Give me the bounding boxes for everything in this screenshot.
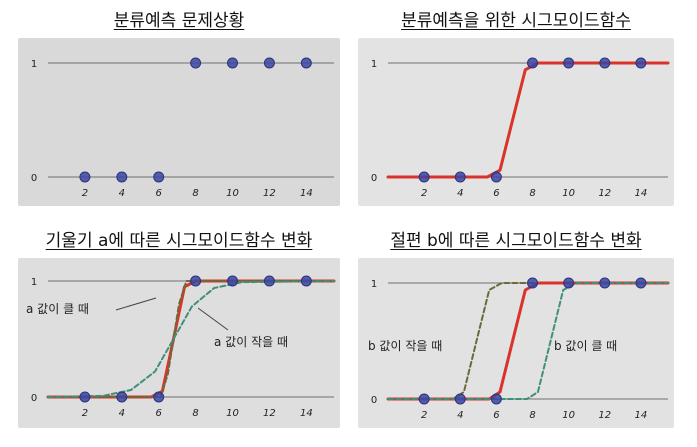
data-point — [153, 391, 165, 403]
annotation-leader — [115, 297, 157, 311]
panel2-title: 분류예측을 위한 시그모이드함수 — [401, 11, 631, 31]
data-point — [599, 277, 611, 289]
data-point — [79, 171, 91, 183]
data-point — [635, 277, 647, 289]
data-point — [263, 275, 275, 287]
data-point — [527, 277, 539, 289]
y-tick-label: 0 — [371, 395, 377, 406]
x-tick-label: 14 — [300, 188, 313, 199]
data-point — [227, 57, 239, 69]
data-point — [454, 393, 466, 405]
x-tick-label: 10 — [226, 408, 239, 419]
x-tick-label: 12 — [598, 188, 611, 199]
x-tick-label: 8 — [192, 408, 198, 419]
y-tick-label: 1 — [31, 59, 37, 70]
x-tick-label: 8 — [529, 410, 535, 421]
x-tick-label: 6 — [493, 188, 499, 199]
x-tick-label: 4 — [457, 188, 463, 199]
annotation-label: b 값이 클 때 — [554, 339, 617, 353]
data-point — [227, 275, 239, 287]
x-tick-label: 8 — [192, 188, 198, 199]
y-tick-label: 1 — [31, 277, 37, 288]
x-tick-label: 6 — [493, 410, 499, 421]
x-tick-label: 14 — [635, 410, 648, 421]
annotation-label: b 값이 작을 때 — [368, 339, 442, 353]
data-point — [300, 275, 312, 287]
panel1-title: 분류예측 문제상황 — [113, 11, 245, 31]
x-tick-label: 14 — [300, 408, 313, 419]
annotation-leader — [197, 307, 229, 331]
x-tick-label: 10 — [562, 188, 575, 199]
y-tick-label: 1 — [371, 59, 377, 70]
data-point — [490, 171, 502, 183]
chart-2-svg: 012 4 6 8 10 12 14 — [371, 57, 670, 199]
data-point — [599, 57, 611, 69]
series-line-2 — [47, 280, 335, 398]
series-line-1 — [47, 280, 335, 398]
data-point — [527, 57, 539, 69]
x-tick-label: 12 — [598, 410, 611, 421]
data-point — [190, 57, 202, 69]
x-tick-label: 4 — [457, 410, 463, 421]
annotation-label: a 값이 클 때 — [26, 302, 89, 316]
data-point — [563, 277, 575, 289]
panel1-plot: 0 1 2 4 6 8 10 12 14 — [18, 38, 340, 206]
data-point — [300, 57, 312, 69]
x-tick-label: 6 — [156, 188, 162, 199]
x-tick-label: 8 — [529, 188, 535, 199]
data-point — [563, 57, 575, 69]
x-tick-label: 12 — [263, 408, 276, 419]
data-point — [116, 171, 128, 183]
x-tick-label: 10 — [226, 188, 239, 199]
series-line-0 — [386, 61, 670, 179]
panel3-title: 기울기 a에 따른 시그모이드함수 변화 — [45, 231, 313, 251]
chart-1-svg: 012 4 6 8 10 12 14 — [31, 57, 334, 199]
data-point — [418, 393, 430, 405]
y-tick-label: 1 — [371, 279, 377, 290]
panel4-title: 절편 b에 따른 시그모이드함수 변화 — [390, 231, 642, 251]
x-tick-label: 2 — [82, 408, 88, 419]
x-tick-label: 2 — [421, 410, 427, 421]
x-tick-label: 6 — [156, 408, 162, 419]
y-tick-label: 0 — [31, 393, 37, 404]
x-tick-label: 2 — [421, 188, 427, 199]
data-point — [490, 393, 502, 405]
x-tick-label: 10 — [562, 410, 575, 421]
data-point — [418, 171, 430, 183]
series-line-0 — [46, 279, 336, 399]
data-point — [263, 57, 275, 69]
x-tick-label: 4 — [119, 188, 125, 199]
annotation-label: a 값이 작을 때 — [214, 335, 288, 349]
data-point — [153, 171, 165, 183]
panel2-plot: 0 1 2 4 6 8 10 12 14 — [358, 38, 674, 206]
data-point — [116, 391, 128, 403]
x-tick-label: 2 — [82, 188, 88, 199]
y-tick-label: 0 — [371, 173, 377, 184]
x-tick-label: 4 — [119, 408, 125, 419]
x-tick-label: 12 — [263, 188, 276, 199]
data-point — [79, 391, 91, 403]
series-line-2 — [387, 282, 669, 400]
data-point — [454, 171, 466, 183]
chart-3-svg: 012 4 6 8 10 12 14a 값이 클 때a 값이 작을 때 — [26, 275, 336, 419]
y-tick-label: 0 — [31, 173, 37, 184]
x-tick-label: 14 — [635, 188, 648, 199]
data-point — [190, 275, 202, 287]
data-point — [635, 57, 647, 69]
